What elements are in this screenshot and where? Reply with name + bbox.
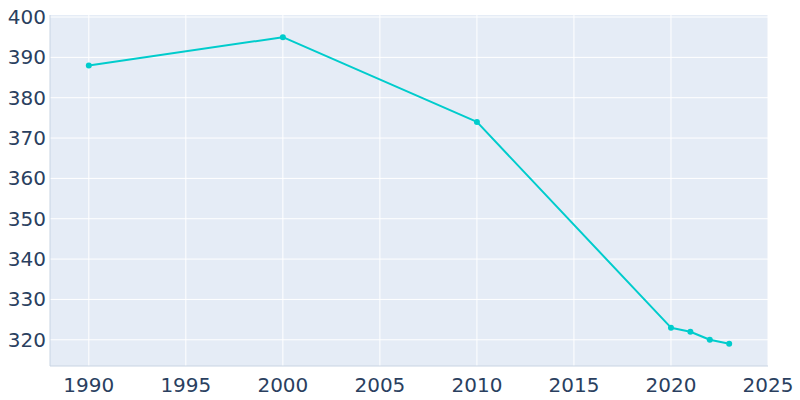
y-tick-label: 340 — [8, 247, 46, 271]
y-tick-label: 330 — [8, 287, 46, 311]
x-tick-label: 2020 — [646, 373, 697, 397]
data-point — [726, 341, 732, 347]
x-grid-line — [768, 15, 769, 366]
x-tick-label: 2015 — [548, 373, 599, 397]
data-point — [668, 325, 674, 331]
y-grid-line — [50, 218, 768, 219]
chart: 1990 1995 2000 2005 2010 2015 2020 2025 320 330 34… — [0, 0, 800, 400]
y-tick-label: 360 — [8, 166, 46, 190]
data-point — [707, 337, 713, 343]
x-tick-label: 1995 — [160, 373, 211, 397]
x-tick-label: 2000 — [257, 373, 308, 397]
x-grid-line — [476, 15, 477, 366]
y-grid-line — [50, 57, 768, 58]
y-tick-label: 380 — [8, 86, 46, 110]
y-tick-label: 350 — [8, 207, 46, 231]
y-tick-label: 390 — [8, 45, 46, 69]
series-group — [86, 34, 732, 347]
x-tick-label: 2010 — [451, 373, 502, 397]
y-axis-line — [50, 15, 51, 366]
x-grid-line — [670, 15, 671, 366]
x-tick-label: 2005 — [354, 373, 405, 397]
y-grid-line — [50, 259, 768, 260]
x-grid-line — [379, 15, 380, 366]
plot-background — [50, 15, 768, 366]
y-grid-line — [50, 17, 768, 18]
x-axis-line — [50, 366, 768, 367]
x-tick-label: 2025 — [743, 373, 794, 397]
y-grid-line — [50, 178, 768, 179]
data-point — [86, 62, 92, 68]
chart-container: 1990 1995 2000 2005 2010 2015 2020 2025 320 330 34… — [0, 0, 800, 400]
y-grid-line — [50, 97, 768, 98]
x-grid-line — [282, 15, 283, 366]
data-line — [89, 37, 729, 344]
x-grid-line — [573, 15, 574, 366]
y-grid-line — [50, 339, 768, 340]
data-point — [687, 329, 693, 335]
x-grid-line — [185, 15, 186, 366]
y-tick-label: 370 — [8, 126, 46, 150]
y-grid-line — [50, 299, 768, 300]
data-point — [280, 34, 286, 40]
data-point — [474, 119, 480, 125]
y-tick-label: 400 — [8, 5, 46, 29]
y-grid-line — [50, 138, 768, 139]
x-tick-label: 1990 — [63, 373, 114, 397]
y-tick-label: 320 — [8, 328, 46, 352]
